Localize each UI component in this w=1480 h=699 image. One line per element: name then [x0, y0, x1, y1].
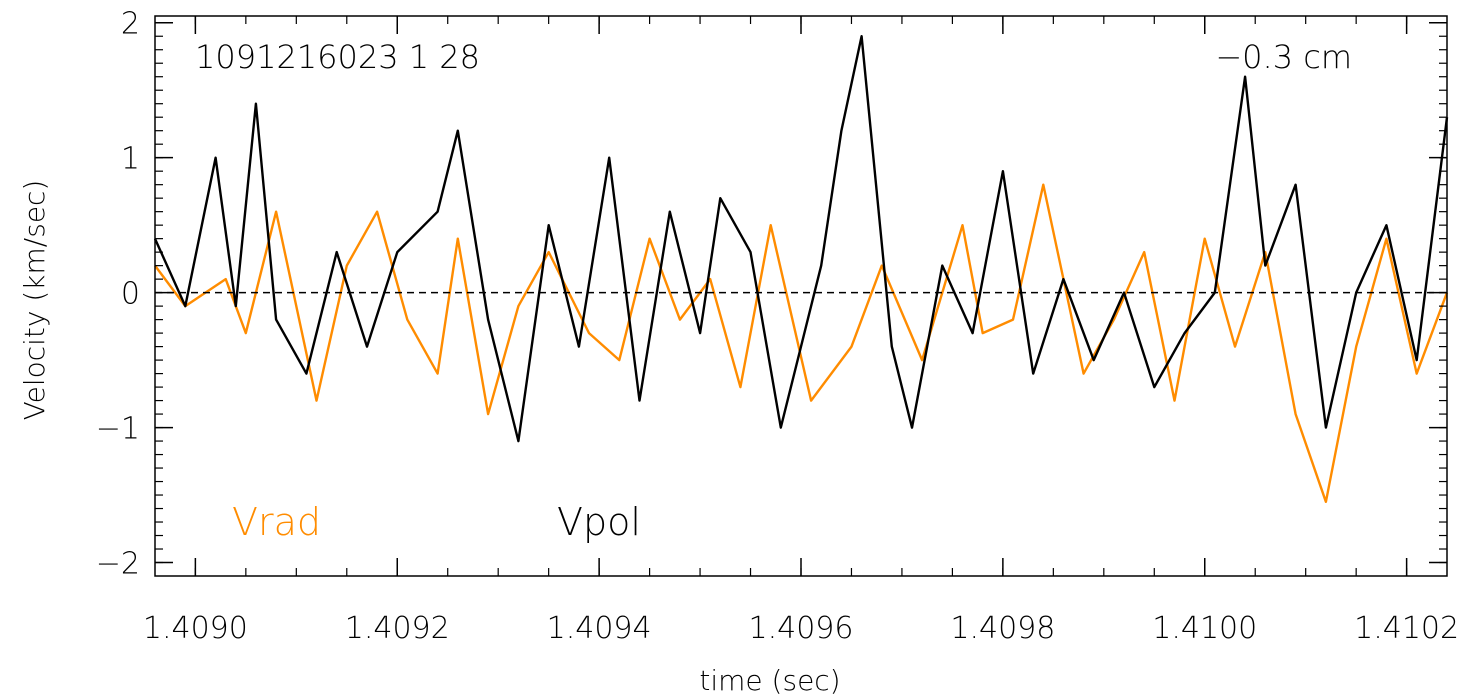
- series-line-vpol: [153, 35, 1449, 443]
- ticks-layer: 1.4090 1.4092 1.4094 1.4096 1.4098 1.4100 1.41…: [96, 7, 1459, 646]
- y-tick-label: −1: [96, 412, 140, 447]
- position-label: −0.3 cm: [1215, 38, 1352, 76]
- x-tick-label: 1.4092: [345, 611, 450, 646]
- x-tick-label: 1.4090: [143, 611, 248, 646]
- shot-label: 1091216023 1 28: [195, 38, 480, 76]
- x-tick-label: 1.4094: [547, 611, 652, 646]
- y-tick-label: 2: [121, 7, 140, 42]
- y-tick-label: −2: [96, 547, 140, 582]
- y-tick-label: 1: [121, 142, 140, 177]
- y-tick-label: 0: [121, 277, 140, 312]
- y-axis-title: Velocity (km/sec): [18, 180, 51, 421]
- x-tick-label: 1.4102: [1354, 611, 1459, 646]
- series-layer: [153, 35, 1449, 503]
- legend-vrad: Vrad: [232, 500, 321, 544]
- x-tick-label: 1.4096: [749, 611, 854, 646]
- series-line-vrad: [154, 183, 1449, 503]
- x-axis-title: time (sec): [699, 664, 840, 697]
- legend-vpol: Vpol: [557, 500, 641, 544]
- x-tick-label: 1.4098: [950, 611, 1055, 646]
- plot-frame: [154, 15, 1448, 577]
- x-tick-label: 1.4100: [1152, 611, 1257, 646]
